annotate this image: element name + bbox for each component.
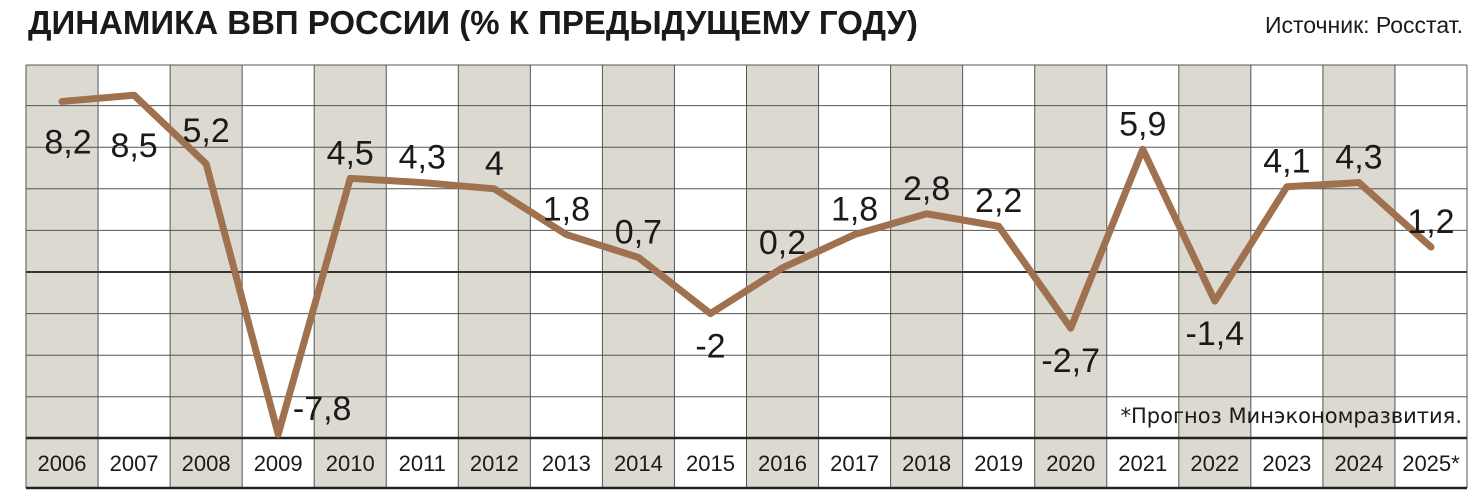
year-label-2022: 2022 [1190,451,1239,476]
column-band-2024 [1322,65,1395,488]
value-labels: 8,2 8,5 5,2 -7,8 4,5 4,3 4 1,8 0,7 -2 0,2 1,8 2,8 2,2… [44,105,1454,428]
year-label-2017: 2017 [830,451,879,476]
year-label-2011: 2011 [399,451,446,476]
value-label-2015: -2 [695,328,725,366]
series-line [58,91,1435,438]
source-note: Источник: Росстат. [1264,12,1463,38]
value-label-2020: -2,7 [1041,342,1100,380]
year-label-2015: 2015 [686,451,735,476]
year-label-2020: 2020 [1046,451,1095,476]
x-axis-labels: 2006 2007 2008 2009 2010 2011 2012 2013 2014 2015… [38,451,1461,476]
year-label-2023: 2023 [1262,451,1311,476]
column-band-2022 [1178,65,1251,488]
chart-frame [26,64,1467,490]
value-label-2013: 1,8 [543,191,590,229]
value-label-2019: 2,2 [975,182,1022,220]
value-label-2009: -7,8 [293,390,352,428]
value-label-2024: 4,3 [1335,139,1382,177]
value-label-2017: 1,8 [831,191,878,229]
year-label-2025: 2025* [1402,451,1460,476]
chart-title: ДИНАМИКА ВВП РОССИИ (% К ПРЕДЫДУЩЕМУ ГОД… [28,4,918,41]
year-label-2009: 2009 [254,451,303,476]
column-band-2020 [1034,65,1107,488]
column-band-2018 [890,65,963,488]
value-label-2011: 4,3 [399,139,446,177]
year-label-2012: 2012 [470,451,519,476]
value-label-2008: 5,2 [182,112,229,150]
column-band-2016 [746,65,819,488]
value-label-2012: 4 [485,145,504,183]
value-label-2016: 0,2 [759,224,806,262]
value-label-2010: 4,5 [327,134,374,172]
value-label-2014: 0,7 [615,213,662,251]
value-label-2007: 8,5 [110,127,157,165]
year-label-2006: 2006 [38,451,87,476]
year-label-2014: 2014 [614,451,663,476]
column-band-2006 [26,65,99,488]
year-label-2018: 2018 [902,451,951,476]
year-label-2019: 2019 [974,451,1023,476]
year-label-2016: 2016 [758,451,807,476]
value-label-2025: 1,2 [1407,203,1454,241]
value-label-2006: 8,2 [44,123,91,161]
column-band-2008 [170,65,243,488]
column-band-2012 [458,65,531,488]
year-label-2008: 2008 [182,451,231,476]
year-label-2010: 2010 [326,451,375,476]
footnote: *Прогноз Минэкономразвития. [1121,404,1462,428]
value-label-2022: -1,4 [1186,315,1245,353]
year-label-2024: 2024 [1334,451,1383,476]
value-label-2023: 4,1 [1263,143,1310,181]
year-label-2013: 2013 [542,451,591,476]
series-gdp [58,91,1435,438]
value-label-2021: 5,9 [1119,105,1166,143]
value-label-2018: 2,8 [903,170,950,208]
year-label-2021: 2021 [1118,451,1167,476]
year-label-2007: 2007 [110,451,159,476]
